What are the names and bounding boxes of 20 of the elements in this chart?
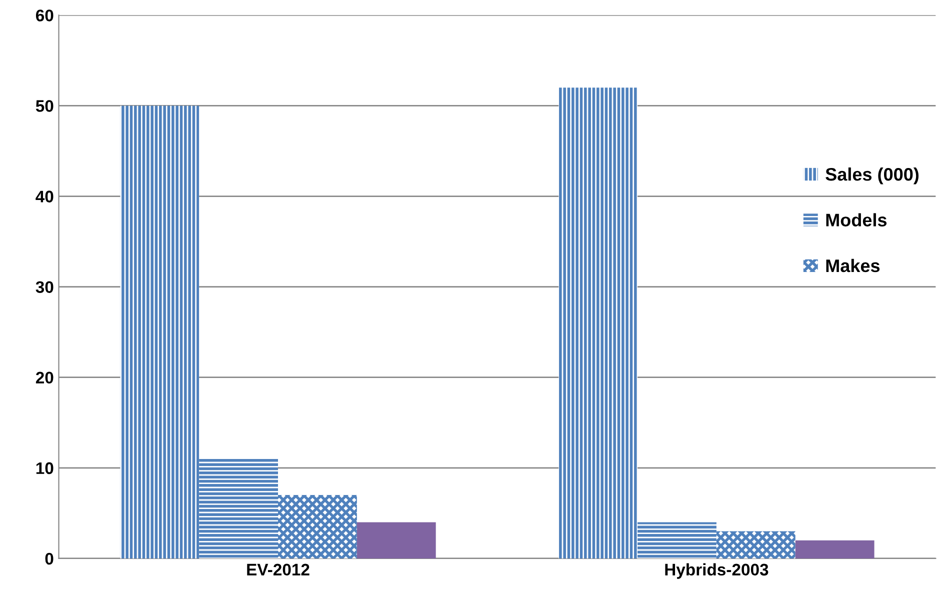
bar: [795, 540, 874, 558]
y-tick-label: 60: [36, 10, 54, 22]
y-tick-label: 40: [36, 190, 54, 202]
bar: [558, 88, 638, 558]
bar: [278, 495, 357, 558]
legend-label: Makes: [826, 258, 880, 272]
x-tick-label: Hybrids-2003: [665, 563, 768, 579]
legend-label: Models: [826, 213, 887, 226]
y-tick-label: 20: [36, 372, 54, 384]
y-tick-label: 50: [36, 100, 54, 112]
y-tick-label: 10: [36, 462, 54, 474]
bar: [716, 531, 796, 558]
x-tick-label: EV-2012: [247, 564, 310, 576]
legend-label: Sales (000): [826, 167, 919, 184]
bar: [120, 106, 200, 558]
bar: [638, 522, 716, 558]
bar: [199, 458, 278, 558]
y-tick-label: 30: [36, 281, 54, 294]
bar: [356, 522, 436, 558]
y-tick-label: 0: [45, 552, 54, 565]
